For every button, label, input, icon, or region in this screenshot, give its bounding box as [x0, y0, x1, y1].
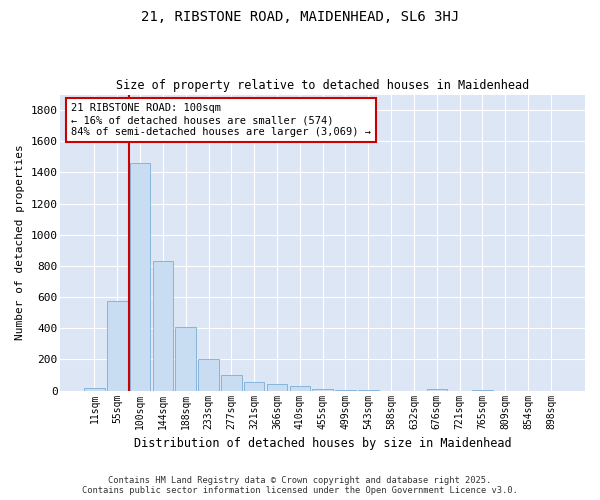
Bar: [221, 375, 242, 390]
Text: Contains HM Land Registry data © Crown copyright and database right 2025.
Contai: Contains HM Land Registry data © Crown c…: [82, 476, 518, 495]
Bar: [84, 388, 105, 390]
Bar: [244, 382, 265, 390]
Bar: [290, 386, 310, 390]
Bar: [107, 301, 128, 390]
Bar: [130, 163, 151, 390]
Bar: [198, 360, 219, 390]
Y-axis label: Number of detached properties: Number of detached properties: [15, 144, 25, 340]
X-axis label: Distribution of detached houses by size in Maidenhead: Distribution of detached houses by size …: [134, 437, 511, 450]
Bar: [152, 262, 173, 390]
Bar: [175, 326, 196, 390]
Title: Size of property relative to detached houses in Maidenhead: Size of property relative to detached ho…: [116, 79, 529, 92]
Text: 21 RIBSTONE ROAD: 100sqm
← 16% of detached houses are smaller (574)
84% of semi-: 21 RIBSTONE ROAD: 100sqm ← 16% of detach…: [71, 104, 371, 136]
Bar: [267, 384, 287, 390]
Text: 21, RIBSTONE ROAD, MAIDENHEAD, SL6 3HJ: 21, RIBSTONE ROAD, MAIDENHEAD, SL6 3HJ: [141, 10, 459, 24]
Bar: [313, 389, 333, 390]
